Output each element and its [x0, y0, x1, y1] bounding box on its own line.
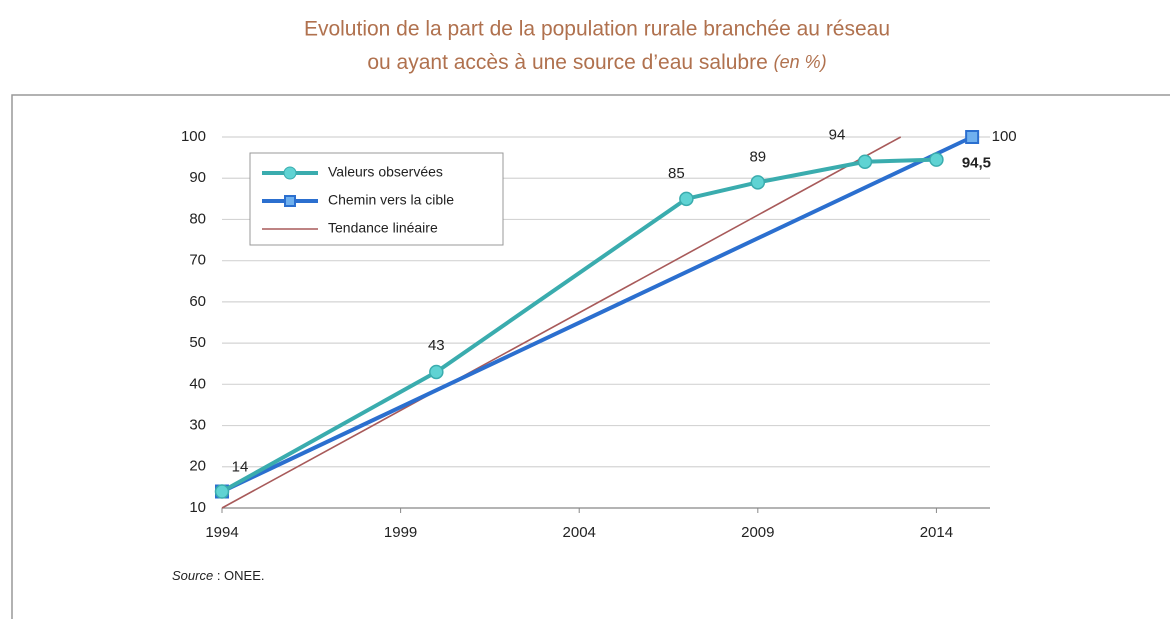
series-line: [221, 157, 937, 494]
data-label: 89: [749, 148, 766, 165]
point: [429, 364, 444, 380]
legend-label: Valeurs observées: [328, 164, 443, 180]
source-note: Source : ONEE.: [172, 568, 265, 583]
legend-marker: [284, 195, 296, 207]
data-label: 43: [428, 337, 445, 354]
y-tick-label: 60: [189, 293, 206, 310]
y-tick-label: 10: [189, 499, 206, 516]
y-tick-label: 80: [189, 210, 206, 227]
point: [965, 130, 980, 144]
point: [929, 152, 944, 167]
y-tick-label: 90: [189, 169, 206, 186]
series-line: [221, 135, 973, 494]
point: [857, 154, 873, 169]
data-label: 85: [668, 165, 685, 182]
x-tick-label: 2009: [741, 524, 774, 541]
frame: [11, 94, 1170, 619]
x-tick-label: 2004: [563, 524, 596, 541]
x-tick-label: 1994: [205, 524, 238, 541]
y-tick-label: 20: [189, 458, 206, 475]
plot: 10 20 30 40 50 60 70 80 90 100 1994 1999 2004 2009 201…: [181, 127, 1017, 541]
y-tick-label: 70: [189, 252, 206, 269]
y-tick-label: 100: [181, 128, 206, 145]
source-text: : ONEE.: [213, 568, 264, 583]
legend-label: Chemin vers la cible: [328, 192, 454, 208]
point: [750, 175, 766, 190]
x-tick-label: 2014: [920, 524, 953, 541]
legend-marker: [283, 166, 297, 180]
data-label: 94: [829, 127, 846, 144]
chart-title-line2: ou ayant accès à une source d’eau salubr…: [367, 51, 826, 74]
x-tick-label: 1999: [384, 524, 417, 541]
title-text: ou ayant accès à une source d’eau salubr…: [367, 51, 767, 74]
series-line: [221, 136, 902, 509]
point: [214, 484, 230, 499]
y-tick-label: 40: [189, 375, 206, 392]
source-label: Source: [172, 568, 213, 583]
y-tick-label: 30: [189, 417, 206, 434]
chart-title: Evolution de la part de la population ru…: [304, 18, 890, 41]
data-label: 14: [232, 458, 249, 475]
legend-label: Tendance linéaire: [328, 220, 438, 236]
point: [679, 191, 694, 207]
data-label: 100: [992, 128, 1017, 145]
title-unit: (en %): [774, 52, 827, 72]
data-label: 94,5: [962, 155, 991, 172]
legend: Valeurs observées Chemin vers la cible Ten…: [249, 152, 504, 246]
y-tick-label: 50: [189, 334, 206, 351]
